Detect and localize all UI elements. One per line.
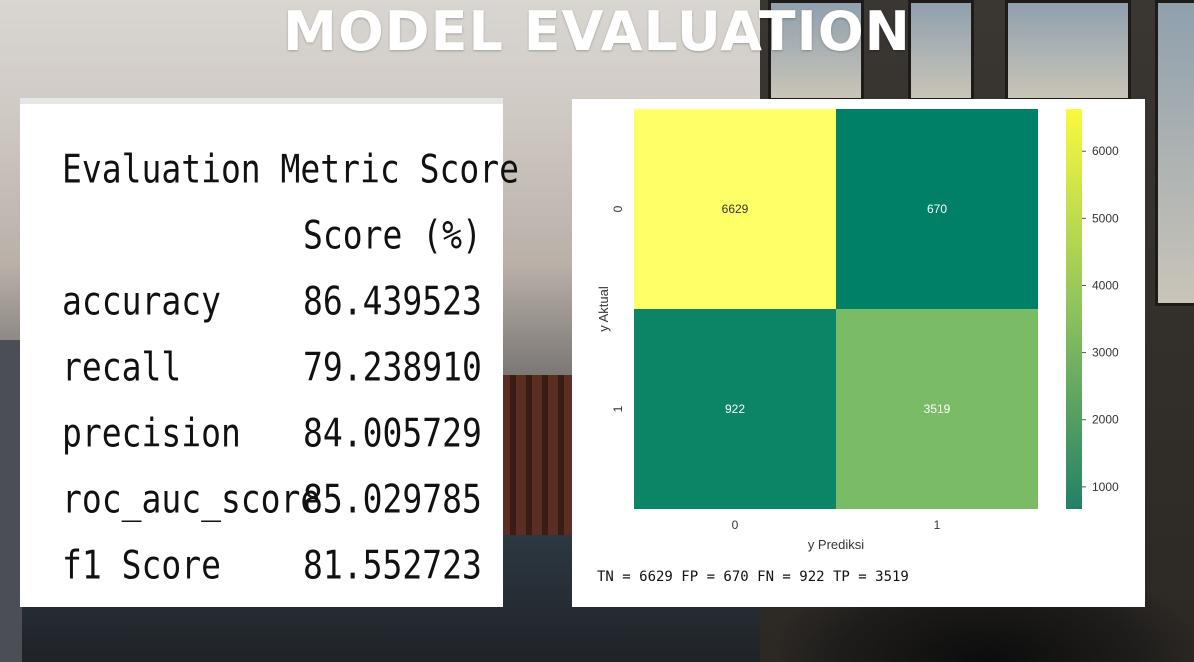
confusion-matrix-heatmap: 6629 670 922 3519 0 1 0 1 1000 2000 3000 4000 500… [596, 109, 1119, 552]
y-tick-label: 0 [611, 205, 625, 212]
heatmap-cell-label: 3519 [924, 402, 951, 416]
x-tick-label: 0 [732, 518, 739, 532]
heatmap-cell [836, 109, 1038, 309]
metric-name: roc_auc_score [62, 476, 321, 523]
metric-score: 84.005729 [303, 410, 482, 457]
heatmap-cell [634, 109, 836, 309]
x-axis-label: y Prediksi [808, 537, 864, 552]
heatmap-cell [634, 309, 836, 509]
background-window [1155, 0, 1194, 306]
background-window [908, 0, 974, 101]
background-window [1005, 0, 1131, 101]
metric-score: 81.552723 [303, 542, 482, 589]
heatmap-cell-label: 922 [725, 402, 745, 416]
heatmap-cell-label: 670 [927, 202, 947, 216]
colorbar [1066, 109, 1082, 509]
heatmap-cell-label: 6629 [722, 202, 749, 216]
confusion-matrix-panel: 6629 670 922 3519 0 1 0 1 1000 2000 3000 4000 500… [572, 99, 1145, 607]
metric-name: recall [62, 344, 182, 391]
metrics-table-panel: Evaluation Metric Score Score (%) accura… [20, 98, 519, 607]
metric-score: 79.238910 [303, 344, 482, 391]
metric-score: 86.439523 [303, 278, 482, 325]
heatmap-cell [836, 309, 1038, 509]
y-axis-label: y Aktual [596, 286, 611, 332]
colorbar-tick-label: 2000 [1092, 413, 1119, 427]
colorbar-tick-label: 4000 [1092, 278, 1119, 292]
background-skyline [0, 340, 22, 662]
metrics-table-heading: Evaluation Metric Score [62, 146, 519, 193]
slide-title: MODEL EVALUATION [283, 0, 911, 63]
colorbar-tick-label: 3000 [1092, 346, 1119, 360]
metric-name: f1 Score [62, 542, 221, 589]
metric-name: precision [62, 410, 241, 457]
confusion-summary: TN = 6629 FP = 670 FN = 922 TP = 3519 [597, 569, 909, 585]
metric-score: 85.029785 [303, 476, 482, 523]
metrics-column-header: Score (%) [303, 212, 482, 259]
y-tick-label: 1 [611, 405, 625, 412]
x-tick-label: 1 [934, 518, 941, 532]
colorbar-tick-label: 1000 [1092, 480, 1119, 494]
colorbar-tick-label: 5000 [1092, 211, 1119, 225]
background-brick-building [500, 375, 575, 535]
colorbar-tick-label: 6000 [1092, 144, 1119, 158]
metric-name: accuracy [62, 278, 221, 325]
